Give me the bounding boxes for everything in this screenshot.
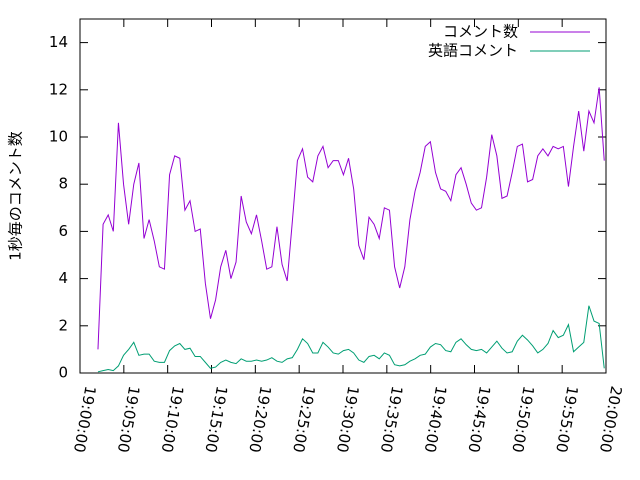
y-axis-label: 1秒毎のコメント数	[7, 131, 25, 261]
y-tick-label: 6	[58, 222, 68, 240]
x-tick-label: 19:25:00	[289, 385, 318, 454]
x-tick-label: 19:05:00	[114, 385, 143, 454]
plot-border	[79, 18, 607, 374]
x-tick-label: 19:45:00	[464, 385, 493, 454]
x-tick-label: 19:50:00	[508, 385, 537, 454]
x-tick-label: 19:20:00	[245, 385, 274, 454]
x-tick-label: 19:55:00	[552, 385, 581, 454]
x-tick-label: 19:00:00	[70, 385, 99, 454]
legend-label: コメント数	[443, 23, 518, 41]
y-tick-label: 8	[58, 175, 68, 193]
y-tick-label: 14	[49, 33, 68, 51]
series-line	[97, 305, 605, 373]
x-tick-label: 19:40:00	[421, 385, 450, 454]
x-tick-label: 19:10:00	[158, 385, 187, 454]
legend-label: 英語コメント	[428, 42, 518, 60]
y-tick-label: 12	[49, 80, 68, 98]
y-tick-label: 0	[58, 364, 68, 382]
x-tick-label: 19:35:00	[377, 385, 406, 454]
y-tick-label: 4	[58, 269, 68, 287]
series-line	[97, 87, 605, 350]
x-tick-label: 19:15:00	[201, 385, 230, 454]
y-tick-label: 10	[49, 128, 68, 146]
y-tick-label: 2	[58, 316, 68, 334]
x-tick-label: 19:30:00	[333, 385, 362, 454]
x-tick-label: 20:00:00	[596, 385, 625, 454]
